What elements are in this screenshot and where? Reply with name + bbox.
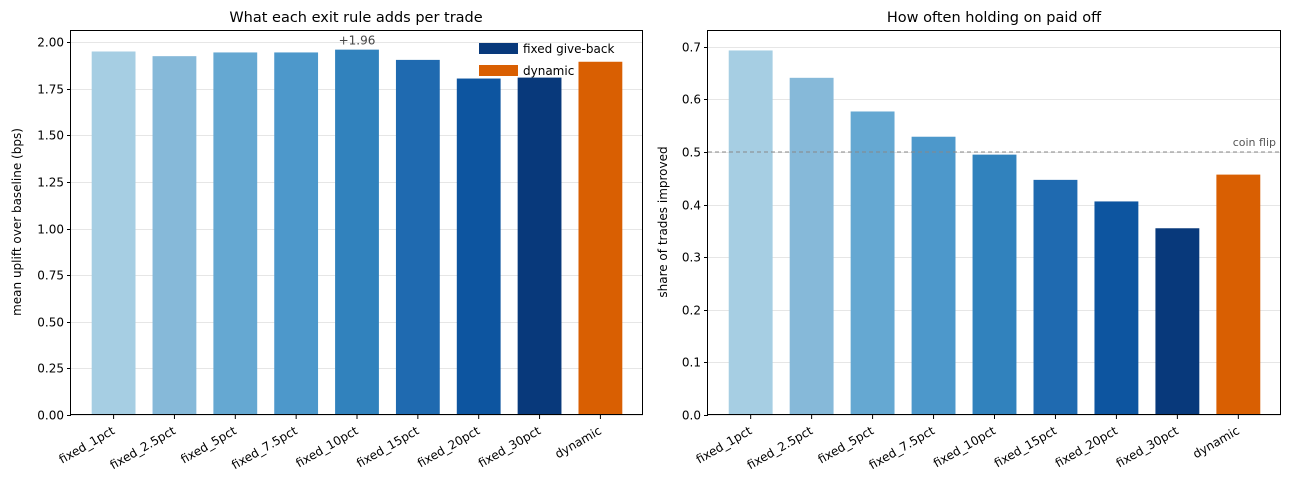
share-ytick-label: 0.4	[682, 199, 701, 213]
uplift-xtick-label: fixed_2.5pct	[107, 423, 178, 472]
uplift-xtick-label: fixed_15pct	[354, 423, 421, 470]
uplift-ytick-label: 0.75	[37, 269, 64, 283]
share-bar-fixed_20pct	[1094, 201, 1139, 415]
uplift-xtick-label: dynamic	[552, 423, 603, 461]
legend-label-fixed: fixed give-back	[523, 42, 614, 56]
share-bar-fixed_30pct	[1155, 228, 1200, 415]
uplift-xtick-label: fixed_30pct	[476, 423, 543, 470]
share-xtick-label: fixed_2.5pct	[745, 423, 816, 472]
uplift-bar-fixed_1pct	[91, 51, 136, 416]
uplift-ytick-label: 2.00	[37, 36, 64, 50]
uplift-chart-title: What each exit rule adds per trade	[229, 10, 482, 26]
uplift-bar-fixed_5pct	[213, 52, 258, 416]
uplift-chart-frame	[70, 30, 643, 415]
share-bar-fixed_10pct	[972, 154, 1017, 415]
uplift-chart-legend: fixed give-back dynamic	[479, 42, 614, 78]
uplift-chart-yticks: 0.00 0.25 0.50 0.75 1.00 1.25 1.50 1.75 2.00	[37, 36, 71, 423]
coin-flip-label: coin flip	[1233, 136, 1276, 149]
share-bar-fixed_1pct	[728, 50, 773, 415]
share-xtick-label: fixed_20pct	[1053, 423, 1120, 470]
uplift-bar-fixed_20pct	[456, 78, 501, 415]
share-ytick-label: 0.1	[682, 356, 701, 370]
share-bar-fixed_15pct	[1033, 179, 1078, 415]
uplift-bar-fixed_10pct	[335, 49, 379, 415]
uplift-ytick-label: 1.75	[37, 83, 64, 97]
uplift-bar-fixed_7.5pct	[274, 52, 319, 416]
uplift-ytick-label: 0.50	[37, 316, 64, 330]
share-xtick-label: fixed_7.5pct	[867, 423, 938, 472]
uplift-ytick-label: 1.00	[37, 223, 64, 237]
uplift-xtick-label: fixed_20pct	[415, 423, 482, 470]
share-xtick-label: fixed_10pct	[931, 423, 998, 470]
share-ytick-label: 0.6	[682, 93, 701, 107]
share-chart-yticks: 0.0 0.1 0.2 0.3 0.4 0.5 0.6 0.7	[682, 41, 708, 423]
share-ytick-label: 0.2	[682, 304, 701, 318]
uplift-bar-dynamic	[578, 61, 623, 415]
uplift-bar-fixed_30pct	[517, 77, 562, 416]
share-xtick-label: fixed_15pct	[992, 423, 1059, 470]
uplift-chart-bars	[91, 49, 623, 416]
legend-swatch-fixed	[479, 43, 518, 54]
uplift-ytick-label: 1.25	[37, 176, 64, 190]
share-chart-ylabel: share of trades improved	[656, 146, 670, 297]
share-xtick-label: dynamic	[1190, 423, 1241, 461]
share-bar-fixed_7.5pct	[911, 136, 956, 415]
share-ytick-label: 0.3	[682, 251, 701, 265]
uplift-ytick-label: 0.25	[37, 362, 64, 376]
share-xtick-label: fixed_30pct	[1114, 423, 1181, 470]
share-ytick-label: 0.7	[682, 41, 701, 55]
share-ytick-label: 0.5	[682, 146, 701, 160]
uplift-ytick-label: 0.00	[37, 409, 64, 423]
share-chart-title: How often holding on paid off	[887, 10, 1102, 26]
legend-label-dynamic: dynamic	[523, 64, 574, 78]
uplift-chart-annotation: +1.96	[339, 34, 376, 48]
uplift-xtick-label: fixed_7.5pct	[229, 423, 300, 472]
uplift-chart: What each exit rule adds per trade mean …	[10, 10, 643, 472]
uplift-bar-fixed_2.5pct	[152, 56, 197, 416]
share-ytick-label: 0.0	[682, 409, 701, 423]
share-bar-dynamic	[1216, 174, 1261, 415]
uplift-bar-fixed_15pct	[395, 59, 440, 416]
legend-swatch-dynamic	[479, 65, 518, 76]
share-bar-fixed_5pct	[850, 111, 895, 416]
share-chart-frame	[707, 30, 1281, 415]
uplift-ytick-label: 1.50	[37, 129, 64, 143]
uplift-chart-ylabel: mean uplift over baseline (bps)	[10, 128, 24, 316]
share-chart: How often holding on paid off share of t…	[656, 10, 1281, 472]
share-bar-fixed_2.5pct	[789, 77, 834, 415]
share-chart-bars	[728, 50, 1261, 416]
uplift-xtick-label: fixed_10pct	[293, 423, 360, 470]
